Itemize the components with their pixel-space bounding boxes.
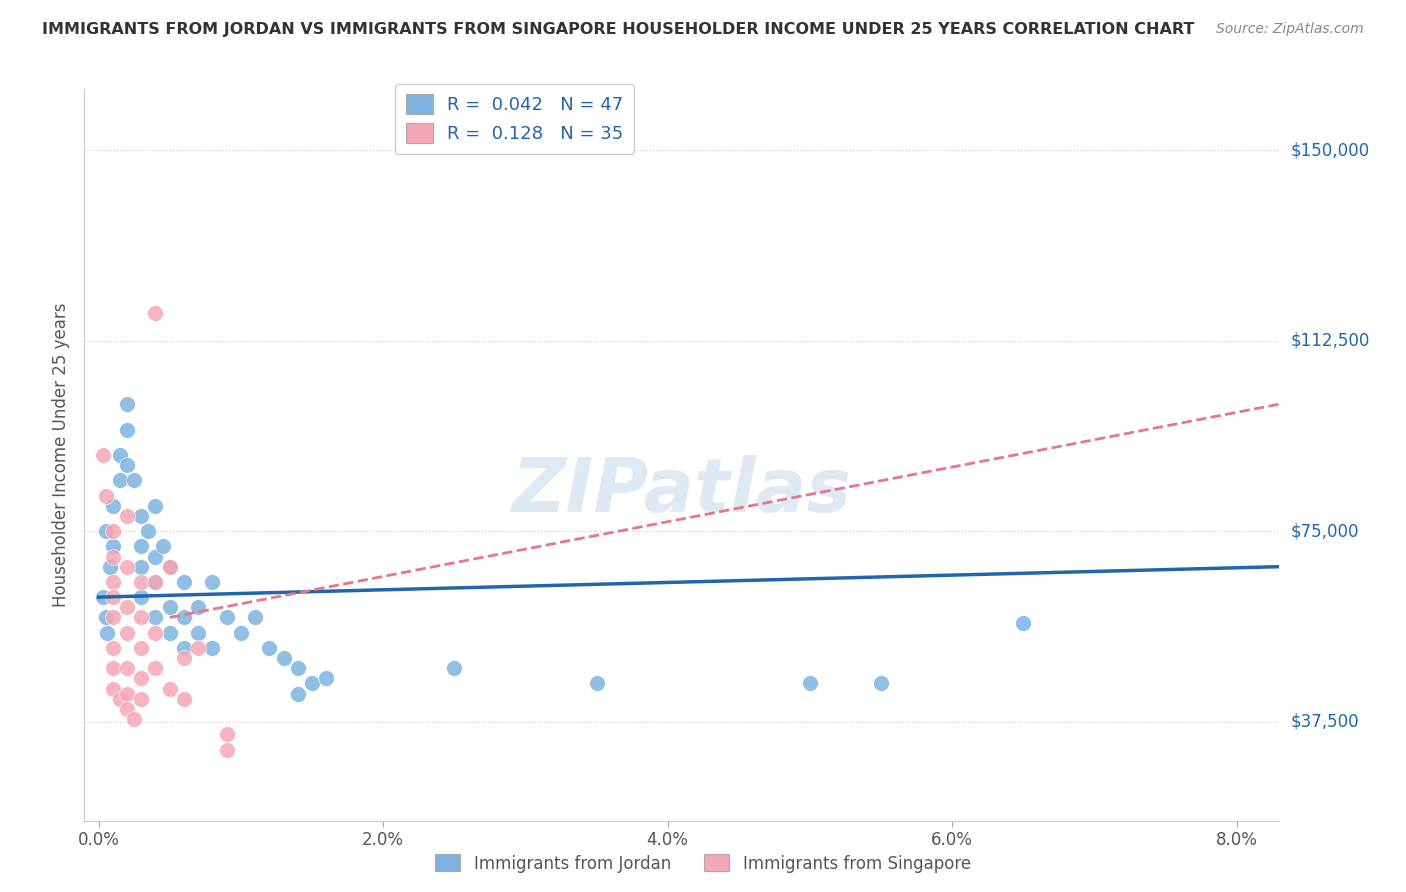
Point: [145, 661, 167, 675]
Point: [129, 610, 152, 624]
Point: [96, 625, 118, 640]
Point: [159, 625, 181, 640]
Text: Source: ZipAtlas.com: Source: ZipAtlas.com: [1216, 22, 1364, 37]
Point: [152, 539, 174, 553]
Point: [215, 610, 238, 624]
Point: [243, 610, 266, 624]
Y-axis label: Householder Income Under 25 years: Householder Income Under 25 years: [52, 302, 70, 607]
Point: [585, 676, 607, 690]
Point: [94, 489, 117, 503]
Point: [145, 549, 167, 564]
Point: [229, 625, 252, 640]
Point: [115, 397, 138, 411]
Point: [115, 458, 138, 472]
Point: [101, 661, 124, 675]
Point: [108, 448, 131, 462]
Point: [287, 687, 309, 701]
Point: [187, 600, 209, 615]
Point: [129, 539, 152, 553]
Point: [129, 672, 152, 686]
Point: [98, 559, 121, 574]
Point: [91, 590, 114, 604]
Point: [115, 423, 138, 437]
Point: [443, 661, 465, 675]
Point: [101, 640, 124, 655]
Point: [273, 651, 295, 665]
Point: [138, 524, 160, 538]
Text: $150,000: $150,000: [1291, 141, 1369, 159]
Point: [201, 640, 224, 655]
Point: [129, 559, 152, 574]
Point: [173, 640, 195, 655]
Point: [215, 727, 238, 741]
Point: [145, 574, 167, 589]
Point: [173, 574, 195, 589]
Point: [187, 625, 209, 640]
Point: [101, 590, 124, 604]
Point: [187, 640, 209, 655]
Legend: Immigrants from Jordan, Immigrants from Singapore: Immigrants from Jordan, Immigrants from …: [429, 847, 977, 880]
Point: [115, 508, 138, 523]
Point: [129, 590, 152, 604]
Point: [145, 306, 167, 320]
Point: [115, 687, 138, 701]
Point: [101, 549, 124, 564]
Point: [145, 625, 167, 640]
Point: [145, 610, 167, 624]
Text: ZIPatlas: ZIPatlas: [512, 455, 852, 528]
Point: [1012, 615, 1035, 630]
Point: [129, 574, 152, 589]
Point: [101, 610, 124, 624]
Point: [145, 499, 167, 513]
Text: IMMIGRANTS FROM JORDAN VS IMMIGRANTS FROM SINGAPORE HOUSEHOLDER INCOME UNDER 25 : IMMIGRANTS FROM JORDAN VS IMMIGRANTS FRO…: [42, 22, 1195, 37]
Point: [101, 524, 124, 538]
Point: [115, 600, 138, 615]
Point: [201, 574, 224, 589]
Point: [259, 640, 281, 655]
Point: [129, 691, 152, 706]
Point: [145, 574, 167, 589]
Point: [159, 559, 181, 574]
Text: $37,500: $37,500: [1291, 713, 1360, 731]
Point: [129, 640, 152, 655]
Legend: R =  0.042   N = 47, R =  0.128   N = 35: R = 0.042 N = 47, R = 0.128 N = 35: [395, 84, 634, 154]
Point: [159, 600, 181, 615]
Point: [215, 742, 238, 756]
Point: [799, 676, 821, 690]
Point: [173, 610, 195, 624]
Point: [315, 672, 337, 686]
Point: [115, 625, 138, 640]
Point: [108, 473, 131, 487]
Point: [94, 610, 117, 624]
Point: [115, 559, 138, 574]
Point: [101, 681, 124, 696]
Point: [115, 661, 138, 675]
Point: [301, 676, 323, 690]
Point: [159, 681, 181, 696]
Point: [115, 702, 138, 716]
Point: [159, 559, 181, 574]
Point: [101, 499, 124, 513]
Point: [94, 524, 117, 538]
Point: [122, 473, 145, 487]
Point: [287, 661, 309, 675]
Point: [91, 448, 114, 462]
Point: [108, 691, 131, 706]
Point: [101, 539, 124, 553]
Text: $75,000: $75,000: [1291, 522, 1360, 541]
Point: [101, 574, 124, 589]
Point: [122, 712, 145, 726]
Text: $112,500: $112,500: [1291, 332, 1369, 350]
Point: [870, 676, 893, 690]
Point: [129, 508, 152, 523]
Point: [173, 651, 195, 665]
Point: [173, 691, 195, 706]
